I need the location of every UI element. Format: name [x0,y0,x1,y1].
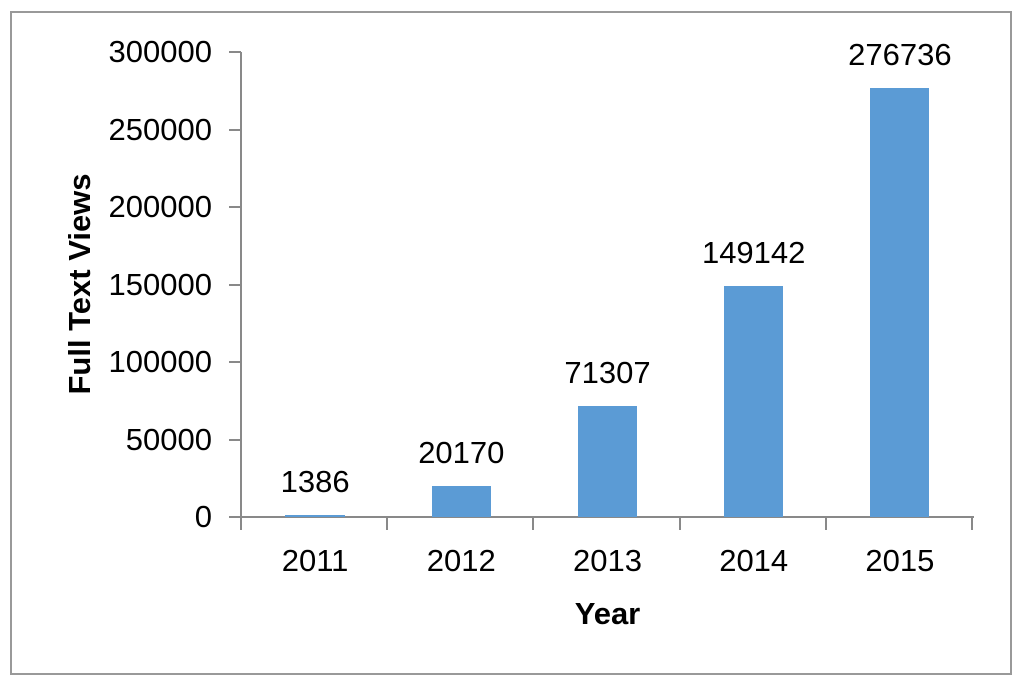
x-tick [678,518,681,530]
y-tick-label: 50000 [125,421,212,457]
y-axis-line [240,52,242,518]
y-tick [229,283,241,286]
bar-2013 [577,406,638,517]
x-tick-label: 2011 [281,543,349,578]
y-tick-label: 200000 [108,189,212,224]
bar-value-label: 276736 [848,37,952,73]
bar-2014 [724,285,784,517]
y-tick-label: 150000 [108,266,212,302]
bar-value-label: 1386 [280,463,350,499]
x-tick [824,518,827,530]
y-tick [229,51,241,53]
x-tick-label: 2015 [865,543,935,578]
x-tick-label: 2014 [719,543,789,578]
x-tick-label: 2013 [573,543,642,578]
y-tick [229,516,241,518]
y-tick [229,438,241,441]
x-tick [240,518,242,530]
bar-2012 [431,485,491,517]
y-tick-label: 0 [194,499,212,534]
bar-value-label: 149142 [701,234,806,270]
x-tick [532,518,535,530]
y-tick [229,128,241,131]
y-tick [229,361,241,363]
x-tick [971,518,973,530]
x-axis-line [240,516,974,518]
y-tick-label: 100000 [108,344,212,379]
y-tick [229,206,241,208]
y-tick-label: 250000 [108,111,212,147]
bar-2015 [870,88,930,517]
x-axis-title: Year [574,596,641,631]
bar-2011 [285,514,345,517]
y-tick-label: 300000 [108,34,212,69]
x-tick [386,518,389,530]
x-tick-label: 2012 [426,543,496,578]
bar-value-label: 20170 [418,434,505,470]
chart-outer-border [10,11,1012,675]
bar-value-label: 71307 [564,355,651,391]
